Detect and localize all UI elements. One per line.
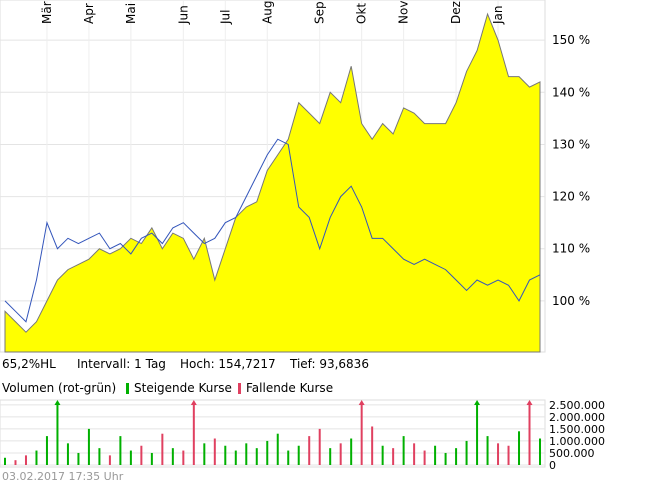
legend-down: Fallende Kurse xyxy=(246,381,333,395)
overflow-arrow xyxy=(526,400,533,405)
legend-up: Steigende Kurse xyxy=(134,381,232,395)
volume-bar xyxy=(87,428,90,465)
volume-bar xyxy=(308,436,311,465)
info-range: 65,2%HL xyxy=(2,357,56,371)
volume-title: Volumen (rot-grün) xyxy=(2,381,116,395)
y-tick-label: 130 % xyxy=(552,137,590,151)
volume-bar xyxy=(56,404,59,465)
volume-bar xyxy=(518,431,521,465)
volume-bar xyxy=(392,448,395,465)
x-tick-label: Jan xyxy=(491,6,505,26)
overflow-arrow xyxy=(358,400,365,405)
x-tick-label: Nov xyxy=(397,1,411,24)
volume-bar xyxy=(350,438,353,465)
volume-bar xyxy=(255,448,258,465)
y-tick-label: 120 % xyxy=(552,190,590,204)
volume-bar xyxy=(339,443,342,465)
volume-bar xyxy=(140,445,143,465)
volume-bar xyxy=(476,404,479,465)
volume-bar xyxy=(381,445,384,465)
volume-bar xyxy=(465,440,468,465)
volume-bar xyxy=(329,448,332,465)
volume-tick-label: 2.000.000 xyxy=(549,411,605,424)
volume-tick-label: 0 xyxy=(549,459,556,472)
volume-bar xyxy=(318,428,321,465)
x-tick-label: Apr xyxy=(82,3,96,24)
volume-bar xyxy=(507,445,510,465)
benchmark-line xyxy=(4,138,541,323)
volume-bar xyxy=(455,448,458,465)
volume-bar xyxy=(297,445,300,465)
volume-bar xyxy=(161,433,164,465)
volume-tick-label: 1.500.000 xyxy=(549,423,605,436)
info-low: Tief: 93,6836 xyxy=(289,357,369,371)
info-interval: Intervall: 1 Tag xyxy=(77,357,166,371)
y-tick-label: 150 % xyxy=(552,33,590,47)
x-tick-label: Dez xyxy=(449,1,463,24)
volume-bar xyxy=(360,404,363,465)
volume-bar xyxy=(224,445,227,465)
volume-bar xyxy=(371,426,374,465)
volume-tick-label: 1.000.000 xyxy=(549,435,605,448)
overflow-arrow xyxy=(190,400,197,405)
volume-bar xyxy=(24,455,27,465)
y-tick-label: 140 % xyxy=(552,85,590,99)
legend-swatch xyxy=(238,383,241,394)
x-tick-label: Jul xyxy=(218,10,232,25)
y-tick-label: 100 % xyxy=(552,294,590,308)
x-tick-label: Okt xyxy=(355,3,369,24)
volume-bar xyxy=(119,436,122,465)
volume-bar xyxy=(413,443,416,465)
volume-bar xyxy=(35,450,38,465)
volume-tick-label: 500.000 xyxy=(549,447,595,460)
y-tick-label: 110 % xyxy=(552,242,590,256)
volume-bar xyxy=(287,450,290,465)
legend-swatch xyxy=(126,383,129,394)
volume-bar xyxy=(266,440,269,465)
x-tick-label: Sep xyxy=(313,1,327,24)
volume-bar xyxy=(423,450,426,465)
volume-tick-label: 2.500.000 xyxy=(549,399,605,412)
volume-bar xyxy=(192,404,195,465)
volume-bar xyxy=(98,448,101,465)
x-tick-label: Aug xyxy=(260,1,274,24)
info-high: Hoch: 154,7217 xyxy=(180,357,276,371)
volume-bar xyxy=(45,436,48,465)
volume-bar xyxy=(497,443,500,465)
volume-bar xyxy=(14,460,17,465)
x-tick-label: Mai xyxy=(124,3,138,24)
volume-bar xyxy=(150,452,153,465)
volume-bar xyxy=(213,438,216,465)
volume-bar xyxy=(245,443,248,465)
x-tick-label: Mär xyxy=(40,1,54,24)
volume-bar xyxy=(402,436,405,465)
volume-bar xyxy=(203,443,206,465)
volume-bar xyxy=(77,452,80,465)
overflow-arrow xyxy=(474,400,481,405)
volume-area xyxy=(0,399,546,468)
volume-bar xyxy=(108,455,111,465)
volume-bar xyxy=(276,433,279,465)
footer: 03.02.2017 17:35 Uhr xyxy=(2,470,124,483)
volume-bar xyxy=(4,457,6,465)
volume-bar xyxy=(129,450,132,465)
volume-bar xyxy=(444,452,447,465)
volume-bar xyxy=(434,445,437,465)
overflow-arrow xyxy=(54,400,61,405)
volume-bar xyxy=(486,436,489,465)
volume-bar xyxy=(171,448,174,465)
volume-bar xyxy=(66,443,69,465)
x-tick-label: Jun xyxy=(176,5,190,25)
volume-bar xyxy=(539,438,541,465)
volume-bar xyxy=(528,404,531,465)
price-area xyxy=(4,12,541,353)
volume-bar xyxy=(182,450,185,465)
volume-bar xyxy=(234,450,237,465)
